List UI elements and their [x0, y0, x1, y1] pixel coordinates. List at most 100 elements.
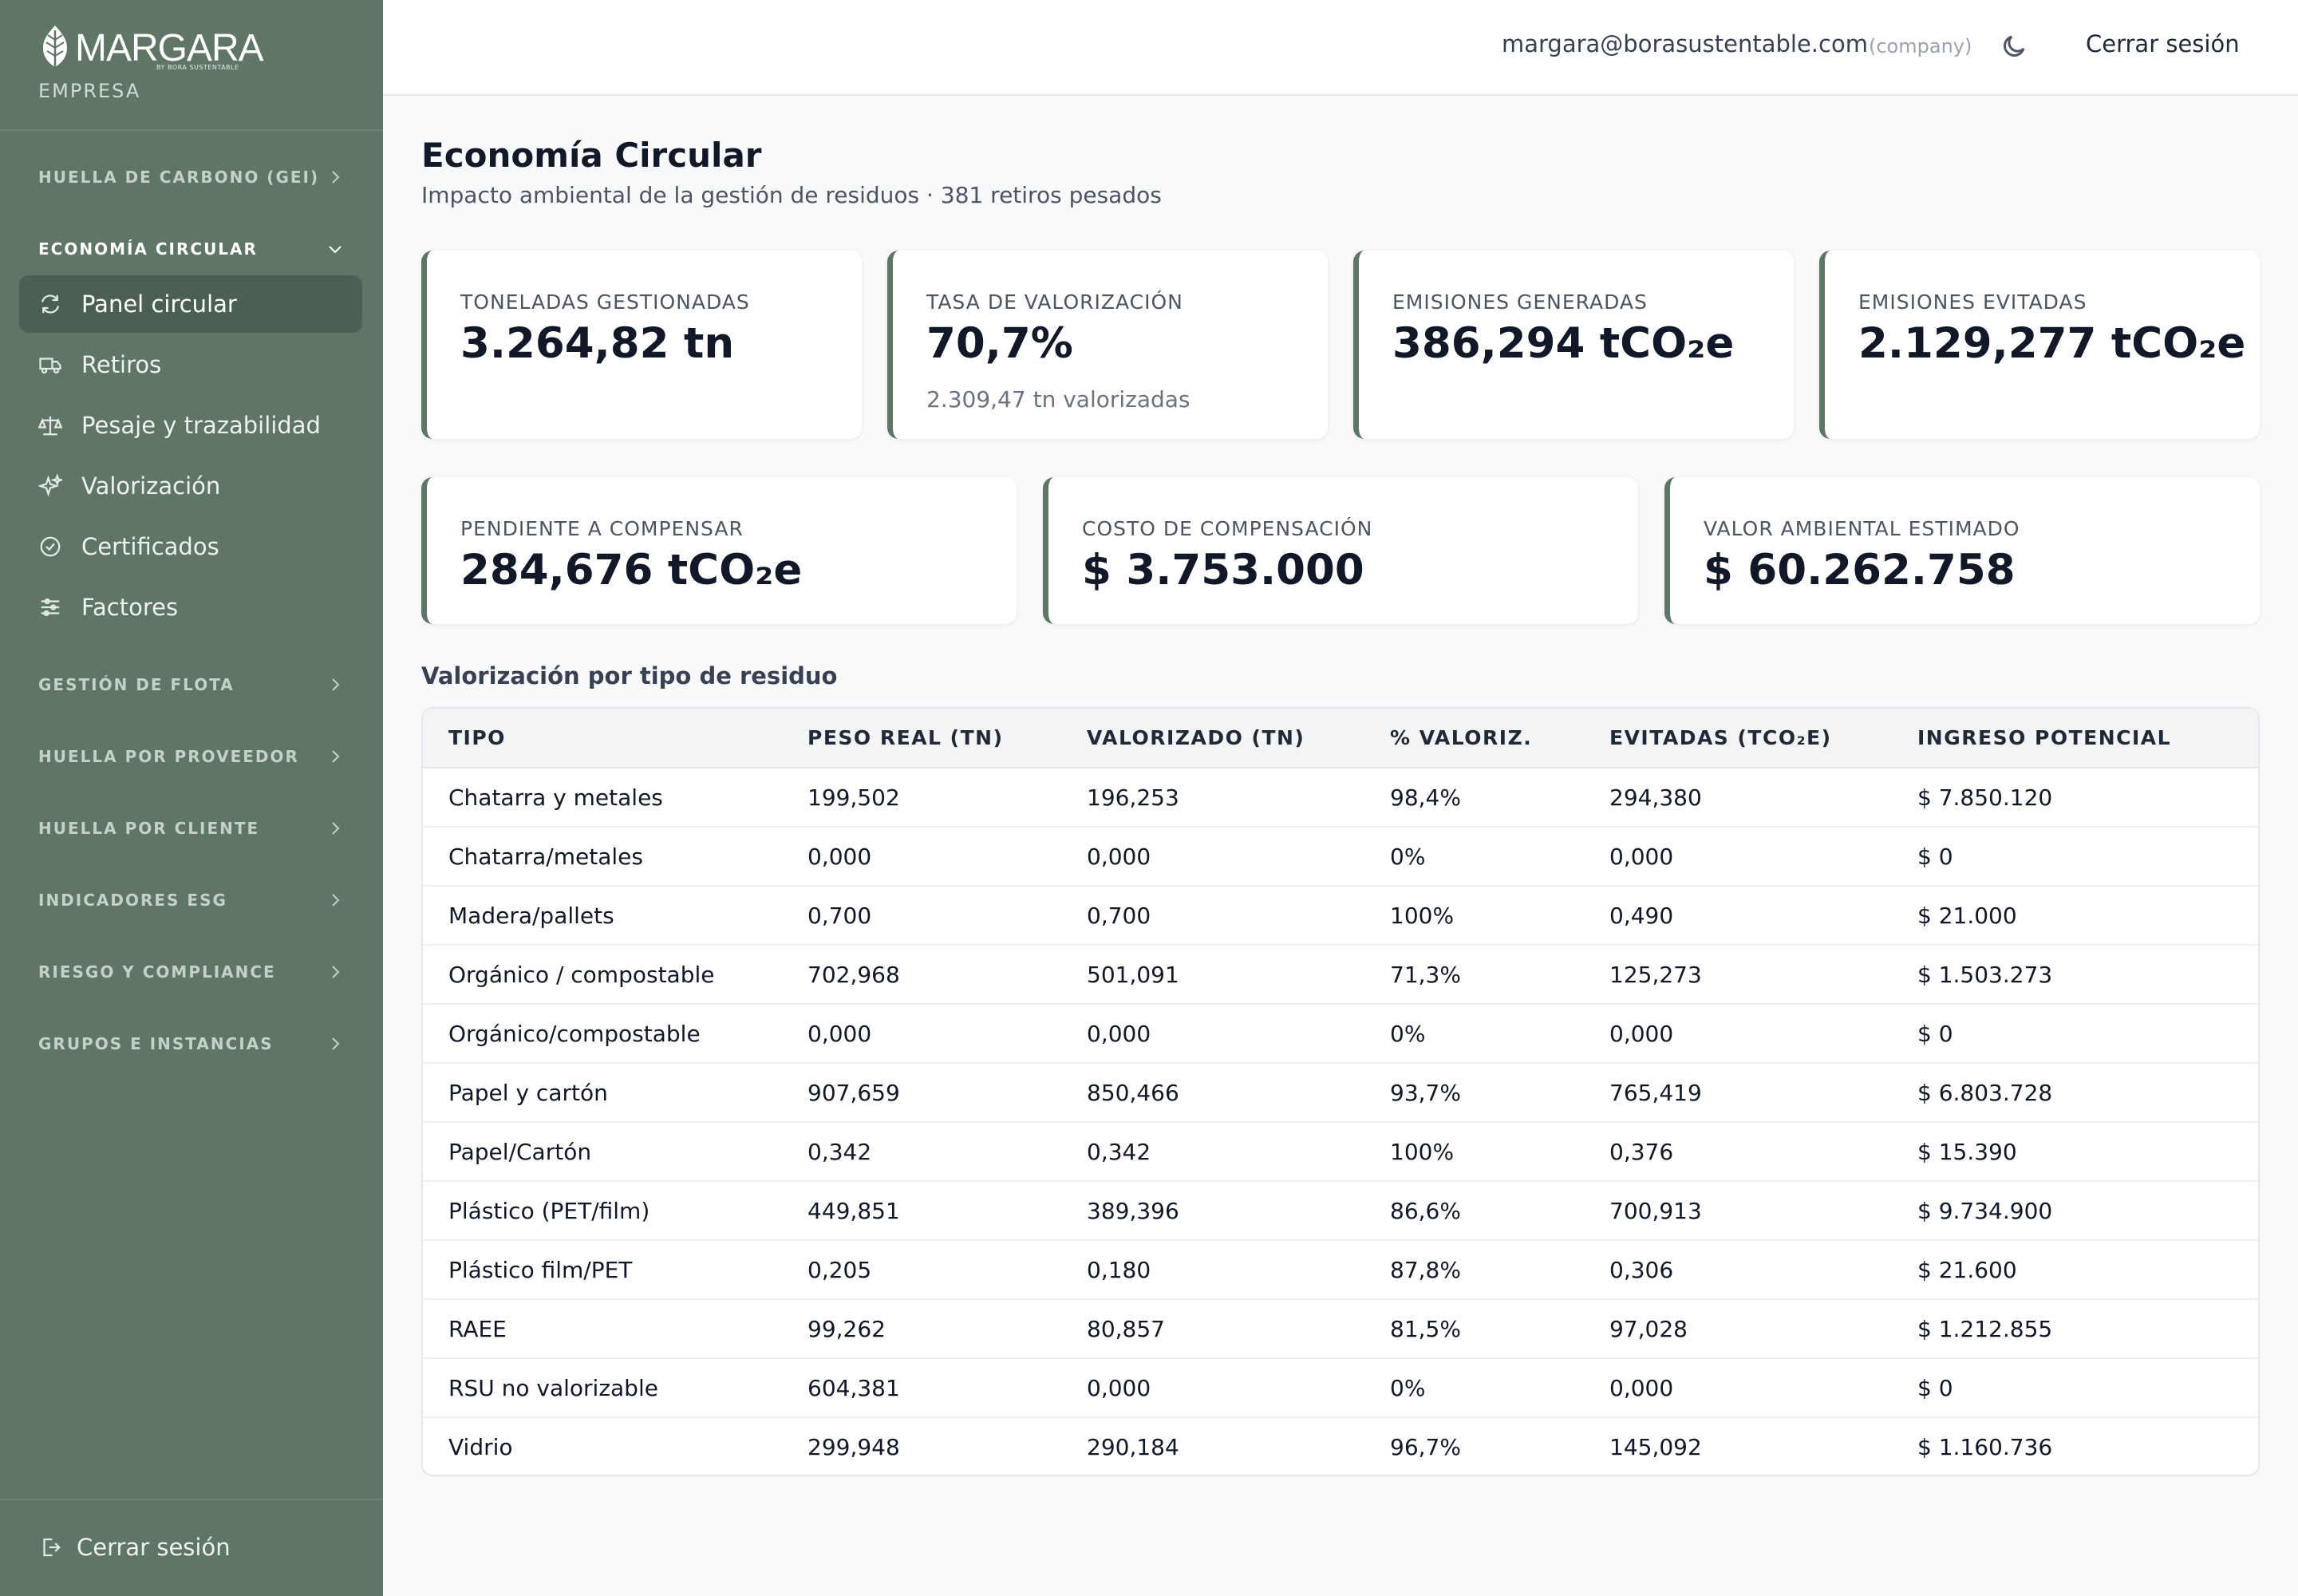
sidebar-section-huella-de-carbono[interactable]: HUELLA DE CARBONO (GEI): [38, 160, 345, 195]
table-cell: 0,000: [1087, 827, 1390, 887]
sidebar-item-label: Panel circular: [81, 290, 237, 318]
chevron-right-icon: [332, 678, 340, 691]
table-row: Orgánico/compostable 0,000 0,000 0% 0,000 $ 0: [423, 1004, 2258, 1064]
sidebar-section-economia-circular[interactable]: ECONOMÍA CIRCULAR: [38, 231, 345, 267]
table-cell: 199,502: [807, 768, 1087, 828]
kpi-value: 70,7%: [926, 319, 1073, 368]
sidebar-section-huella-por-cliente[interactable]: HUELLA POR CLIENTE: [38, 811, 345, 846]
table-cell: 97,028: [1609, 1299, 1917, 1359]
column-header: INGRESO POTENCIAL: [1917, 709, 2258, 768]
table-title: Valorización por tipo de residuo: [421, 662, 838, 689]
table-cell: 389,396: [1087, 1181, 1390, 1241]
table-cell: $ 0: [1917, 1358, 2258, 1418]
table-cell: Plástico film/PET: [423, 1240, 807, 1300]
sidebar-section-indicadores-esg[interactable]: INDICADORES ESG: [38, 883, 345, 918]
sidebar-item-label: Valorización: [81, 472, 221, 500]
sliders-icon: [41, 598, 60, 617]
sidebar-item-panel-circular[interactable]: Panel circular: [19, 275, 362, 333]
table-cell: 604,381: [807, 1358, 1087, 1418]
column-header: EVITADAS (TCO₂E): [1609, 709, 1917, 768]
table-cell: 145,092: [1609, 1434, 1702, 1460]
kpi-card-emisiones-generadas: EMISIONES GENERADAS 386,294 tCO₂e: [1353, 251, 1794, 439]
moon-icon[interactable]: [2000, 32, 2028, 61]
sidebar-section-label: GRUPOS E INSTANCIAS: [38, 1034, 274, 1053]
kpi-value: 3.264,82 tn: [460, 319, 735, 368]
sidebar-section-riesgo-y-compliance[interactable]: RIESGO Y COMPLIANCE: [38, 954, 345, 990]
table-cell: 80,857: [1087, 1299, 1390, 1359]
table-row: Vidrio 299,948 290,184 96,7% 145,092 $ 1.160.…: [423, 1417, 2258, 1475]
table-row: Papel y cartón 907,659 850,466 93,7% 765,419…: [423, 1063, 2258, 1123]
top-header: margara@borasustentable.com (company) Ce…: [383, 0, 2298, 96]
table-cell: Madera/pallets: [423, 886, 807, 946]
table-cell: RSU no valorizable: [423, 1358, 807, 1418]
sidebar-section-label: GESTIÓN DE FLOTA: [38, 675, 235, 694]
refresh-icon: [41, 294, 60, 314]
table-cell: 0,000: [1087, 1004, 1390, 1064]
table-cell: $ 15.390: [1917, 1122, 2258, 1182]
sidebar-section-gestion-de-flota[interactable]: GESTIÓN DE FLOTA: [38, 667, 345, 702]
table-row: Chatarra y metales 199,502 196,253 98,4% 294…: [423, 768, 2258, 828]
table-header-row: TIPO PESO REAL (TN) VALORIZADO (TN) % VA…: [423, 709, 2258, 768]
sidebar-item-certificados[interactable]: Certificados: [19, 518, 362, 575]
table-cell: 765,419: [1609, 1063, 1917, 1123]
table-cell: 0,000: [807, 827, 1087, 887]
table-cell: 93,7%: [1390, 1063, 1609, 1123]
sidebar-item-factores[interactable]: Factores: [19, 579, 362, 636]
sidebar-item-pesaje[interactable]: Pesaje y trazabilidad: [19, 397, 362, 454]
table-cell: Papel/Cartón: [423, 1122, 807, 1182]
chevron-right-icon: [332, 1037, 340, 1050]
valorizacion-table: TIPO PESO REAL (TN) VALORIZADO (TN) % VA…: [421, 707, 2260, 1476]
brand[interactable]: MARGARA BY BORA SUSTENTABLE EMPRESA: [37, 24, 340, 104]
table-row: Orgánico / compostable 702,968 501,091 71,3…: [423, 945, 2258, 1005]
leaf-logo-icon: [43, 26, 67, 72]
sidebar-logout-button[interactable]: Cerrar sesión: [38, 1527, 231, 1567]
brand-name: MARGARA: [75, 27, 264, 69]
user-email: margara@borasustentable.com: [1502, 30, 1868, 57]
page-subtitle: Impacto ambiental de la gestión de resid…: [421, 182, 1162, 208]
sidebar-item-label: Retiros: [81, 351, 162, 378]
table-cell: 702,968: [807, 945, 1087, 1005]
table-cell: 0%: [1390, 1004, 1609, 1064]
sidebar-item-label: Factores: [81, 594, 179, 621]
kpi-card-tasa-valorizacion: TASA DE VALORIZACIÓN 70,7% 2.309,47 tn v…: [887, 251, 1328, 439]
table-cell: Chatarra y metales: [423, 768, 807, 828]
kpi-card-pendiente-compensar: PENDIENTE A COMPENSAR 284,676 tCO₂e: [421, 477, 1017, 624]
chevron-right-icon: [332, 966, 340, 978]
table-cell: 700,913: [1609, 1181, 1917, 1241]
table-cell: Papel y cartón: [423, 1063, 807, 1123]
table-cell: $ 1.212.855: [1917, 1299, 2258, 1359]
table-cell: 0,000: [807, 1004, 1087, 1064]
kpi-value: $ 60.262.758: [1704, 546, 2016, 595]
table-cell: 99,262: [807, 1299, 1087, 1359]
table-cell: 0,000: [1087, 1358, 1390, 1418]
table-cell: $ 21.000: [1917, 886, 2258, 946]
table-cell: 196,253: [1087, 768, 1390, 828]
table-cell: 87,8%: [1390, 1240, 1609, 1300]
table-cell: Plástico (PET/film): [423, 1181, 807, 1241]
table-cell: $ 1.503.273: [1917, 945, 2258, 1005]
table-row: Papel/Cartón 0,342 0,342 100% 0,376 $ 15.390: [423, 1122, 2258, 1182]
column-header: % VALORIZ.: [1390, 709, 1609, 768]
header-logout-button[interactable]: Cerrar sesión: [2086, 30, 2240, 57]
sidebar-section-grupos-e-instancias[interactable]: GRUPOS E INSTANCIAS: [38, 1026, 345, 1061]
table-cell: 907,659: [807, 1063, 1087, 1123]
table-cell: Vidrio: [448, 1434, 513, 1460]
table-cell: Chatarra/metales: [423, 827, 807, 887]
table-cell: 0,376: [1609, 1122, 1917, 1182]
brand-tagline: BY BORA SUSTENTABLE: [156, 64, 239, 71]
table-cell: $ 7.850.120: [1917, 768, 2258, 828]
kpi-label: EMISIONES EVITADAS: [1858, 290, 2087, 314]
table-cell: 0,490: [1609, 886, 1917, 946]
sidebar-item-label: Certificados: [81, 533, 219, 560]
sidebar-item-retiros[interactable]: Retiros: [19, 336, 362, 393]
table-cell: 0,342: [1087, 1122, 1390, 1182]
kpi-label: EMISIONES GENERADAS: [1392, 290, 1648, 314]
table-cell: 0,180: [1087, 1240, 1390, 1300]
sidebar-section-label: ECONOMÍA CIRCULAR: [38, 239, 258, 259]
table-cell: 71,3%: [1390, 945, 1609, 1005]
table-cell: 0,000: [1609, 1358, 1917, 1418]
sidebar-item-valorizacion[interactable]: Valorización: [19, 457, 362, 515]
kpi-value: 284,676 tCO₂e: [460, 546, 803, 595]
sidebar-section-huella-por-proveedor[interactable]: HUELLA POR PROVEEDOR: [38, 739, 345, 774]
column-header: TIPO: [423, 709, 807, 768]
